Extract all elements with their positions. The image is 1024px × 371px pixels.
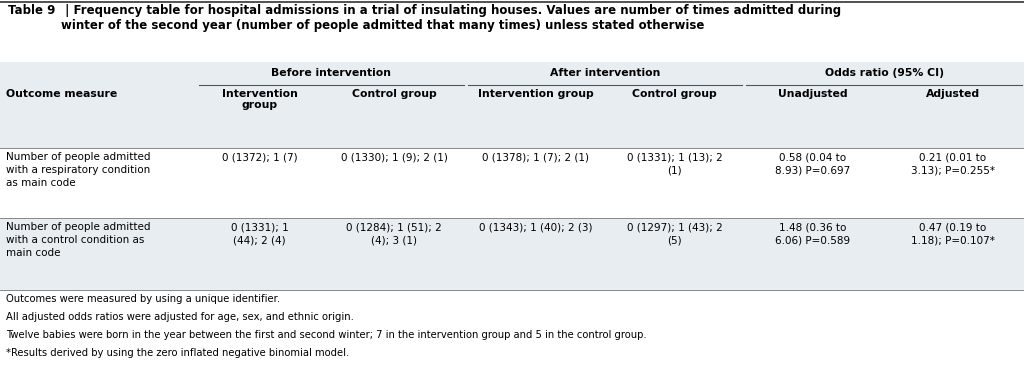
Text: Odds ratio (95% CI): Odds ratio (95% CI) [824,68,944,78]
Bar [0,218,1024,290]
Text: Before intervention: Before intervention [271,68,391,78]
Bar [0,148,1024,218]
Text: 0.47 (0.19 to
1.18); P=0.107*: 0.47 (0.19 to 1.18); P=0.107* [911,223,994,245]
Text: 0.21 (0.01 to
3.13); P=0.255*: 0.21 (0.01 to 3.13); P=0.255* [910,152,995,175]
Text: 0.58 (0.04 to
8.93) P=0.697: 0.58 (0.04 to 8.93) P=0.697 [775,152,851,175]
Text: Unadjusted: Unadjusted [778,89,848,99]
Text: After intervention: After intervention [550,68,660,78]
Text: *Results derived by using the zero inflated negative binomial model.: *Results derived by using the zero infla… [6,348,349,358]
Text: 0 (1331); 1 (13); 2
(1): 0 (1331); 1 (13); 2 (1) [627,152,723,175]
Text: Intervention group: Intervention group [477,89,594,99]
Text: 0 (1372); 1 (7): 0 (1372); 1 (7) [222,152,297,162]
Text: 0 (1343); 1 (40); 2 (3): 0 (1343); 1 (40); 2 (3) [479,223,592,233]
Text: Adjusted: Adjusted [926,89,980,99]
Text: 0 (1330); 1 (9); 2 (1): 0 (1330); 1 (9); 2 (1) [341,152,447,162]
Text: 0 (1284); 1 (51); 2
(4); 3 (1): 0 (1284); 1 (51); 2 (4); 3 (1) [346,223,442,245]
Text: | Frequency table for hospital admissions in a trial of insulating houses. Value: | Frequency table for hospital admission… [61,4,842,32]
Text: 0 (1331); 1
(44); 2 (4): 0 (1331); 1 (44); 2 (4) [230,223,289,245]
Text: Table 9: Table 9 [8,4,55,17]
Text: Number of people admitted
with a control condition as
main code: Number of people admitted with a control… [6,223,151,258]
Bar [0,62,1024,148]
Text: Outcomes were measured by using a unique identifier.: Outcomes were measured by using a unique… [6,294,281,304]
Text: Number of people admitted
with a respiratory condition
as main code: Number of people admitted with a respira… [6,152,151,188]
Text: Intervention
group: Intervention group [221,89,298,110]
Text: Twelve babies were born in the year between the first and second winter; 7 in th: Twelve babies were born in the year betw… [6,330,647,340]
Text: Outcome measure: Outcome measure [6,89,118,99]
Text: 0 (1297); 1 (43); 2
(5): 0 (1297); 1 (43); 2 (5) [627,223,723,245]
Text: Control group: Control group [633,89,717,99]
Text: Control group: Control group [352,89,436,99]
Text: 1.48 (0.36 to
6.06) P=0.589: 1.48 (0.36 to 6.06) P=0.589 [775,223,851,245]
Text: 0 (1378); 1 (7); 2 (1): 0 (1378); 1 (7); 2 (1) [482,152,589,162]
Text: All adjusted odds ratios were adjusted for age, sex, and ethnic origin.: All adjusted odds ratios were adjusted f… [6,312,354,322]
